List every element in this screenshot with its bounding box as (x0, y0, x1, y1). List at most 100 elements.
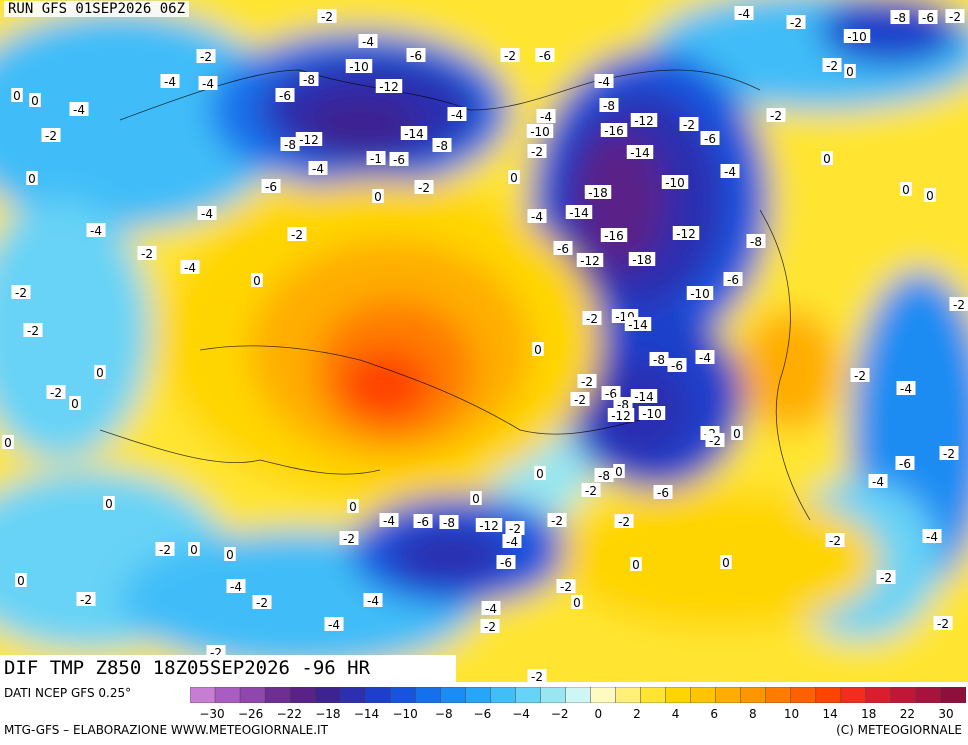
contour-label-bg (137, 246, 157, 260)
colorbar-swatch (364, 687, 392, 703)
anomaly-field (0, 0, 968, 682)
contour-label-bg (607, 408, 635, 422)
contour-label: -6 (899, 457, 911, 471)
contour-label: -10 (642, 407, 662, 421)
contour-label: -2 (200, 50, 212, 64)
contour-label: -18 (588, 186, 608, 200)
contour-label: -2 (531, 145, 543, 159)
contour-label-bg (375, 79, 403, 93)
contour-label: 0 (510, 171, 518, 185)
contour-label-bg (626, 145, 654, 159)
contour-label-bg (686, 286, 714, 300)
contour-label-bg (299, 72, 319, 86)
contour-label-bg (570, 392, 590, 406)
colorbar-swatch (214, 687, 241, 703)
footer: DATI NCEP GFS 0.25° −30 −26 −22 −18 −14 −10 −8… (0, 682, 968, 745)
colorbar-swatch (314, 687, 341, 703)
contour-label-bg (584, 185, 612, 199)
contour-label: -2 (574, 393, 586, 407)
contour-label-bg (624, 317, 652, 331)
contour-label-bg (536, 109, 556, 123)
colorbar-tick-label: −10 (392, 707, 418, 721)
contour-label-bg (508, 170, 520, 184)
contour-label-bg (653, 485, 673, 499)
contour-label-bg (638, 406, 666, 420)
contour-label: -6 (727, 273, 739, 287)
contour-label-bg (400, 126, 428, 140)
contour-label: -2 (586, 312, 598, 326)
contour-label: -1 (370, 152, 382, 166)
colorbar-tick-label: −18 (315, 707, 341, 721)
contour-label: -6 (265, 180, 277, 194)
contour-label-bg (933, 616, 953, 630)
contour-label-bg (251, 273, 263, 287)
contour-label: -2 (709, 434, 721, 448)
contour-label: -10 (530, 125, 550, 139)
contour-label: -8 (284, 138, 296, 152)
credit-left: MTG-GFS – ELABORAZIONE WWW.METEOGIORNALE… (4, 723, 328, 737)
contour-label-bg (821, 151, 833, 165)
contour-label: -4 (506, 535, 518, 549)
colorbar (190, 687, 966, 703)
colorbar-swatch (890, 687, 917, 703)
contour-label: -4 (540, 110, 552, 124)
contour-label-bg (577, 374, 597, 388)
colorbar-swatch (840, 687, 867, 703)
contour-label: -2 (618, 515, 630, 529)
contour-label-bg (581, 483, 601, 497)
contour-label: 0 (226, 548, 234, 562)
contour-label: 0 (536, 467, 544, 481)
contour-label-bg (720, 164, 740, 178)
contour-label: 0 (472, 492, 480, 506)
contour-label: -4 (164, 75, 176, 89)
contour-label: -4 (724, 165, 736, 179)
contour-label: 0 (4, 436, 12, 450)
colorbar-swatch (515, 687, 542, 703)
contour-label: -2 (509, 522, 521, 536)
contour-label: -12 (611, 409, 631, 423)
colorbar-tick-label: 10 (783, 707, 800, 721)
contour-label-bg (372, 189, 384, 203)
contour-label-bg (29, 93, 41, 107)
contour-label: 0 (733, 427, 741, 441)
contour-label-bg (26, 171, 38, 185)
contour-label-bg (844, 64, 856, 78)
contour-label-bg (196, 49, 216, 63)
contour-label-bg (432, 138, 452, 152)
contour-label-bg (890, 10, 910, 24)
contour-label: -2 (585, 484, 597, 498)
colorbar-swatch (415, 687, 442, 703)
contour-label-bg (197, 206, 217, 220)
contour-label: -6 (539, 49, 551, 63)
contour-label: 0 (31, 94, 39, 108)
contour-label-bg (534, 466, 546, 480)
contour-label-bg (695, 350, 715, 364)
colorbar-swatch (440, 687, 467, 703)
contour-label-bg (630, 113, 658, 127)
contour-label-bg (11, 88, 23, 102)
contour-label-bg (69, 102, 89, 116)
contour-label-bg (295, 132, 323, 146)
colorbar-tick-label: 4 (671, 707, 680, 721)
contour-label-bg (224, 547, 236, 561)
contour-label-bg (667, 358, 687, 372)
contour-label: -6 (671, 359, 683, 373)
contour-label: -12 (676, 227, 696, 241)
contour-label-bg (527, 669, 547, 682)
contour-label-bg (900, 182, 912, 196)
colorbar-tick-label: 14 (822, 707, 838, 721)
colorbar-swatch (239, 687, 266, 703)
contour-label: -12 (379, 80, 399, 94)
contour-label: 0 (573, 596, 581, 610)
contour-label: -14 (628, 318, 648, 332)
colorbar-tick-label: 30 (938, 707, 954, 721)
contour-label: -2 (256, 596, 268, 610)
contour-label: -14 (569, 206, 589, 220)
colorbar-swatch (465, 687, 492, 703)
contour-label: -2 (141, 247, 153, 261)
contour-label-bg (594, 74, 614, 88)
contour-label-bg (924, 188, 936, 202)
contour-label: -10 (349, 60, 369, 74)
contour-label: -2 (949, 10, 961, 24)
contour-label: -4 (312, 162, 324, 176)
